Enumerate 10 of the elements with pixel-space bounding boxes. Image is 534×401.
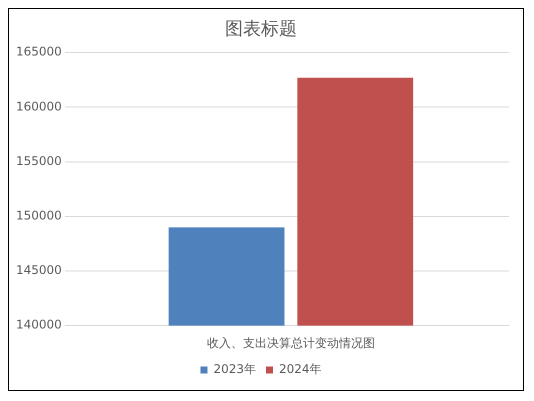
y-tick-label: 160000 (16, 99, 62, 114)
y-tick-label: 155000 (16, 154, 62, 168)
y-tick-label: 140000 (16, 318, 62, 332)
y-tick-label: 165000 (16, 44, 62, 59)
x-tick-label: 收入、支出决算总计变动情况图 (206, 336, 375, 350)
legend-label: 2024年 (279, 362, 322, 376)
y-tick-label: 150000 (16, 208, 62, 223)
chart-title: 图表标题 (225, 18, 297, 40)
y-tick-label: 145000 (16, 263, 62, 278)
legend-label: 2023年 (213, 362, 256, 376)
